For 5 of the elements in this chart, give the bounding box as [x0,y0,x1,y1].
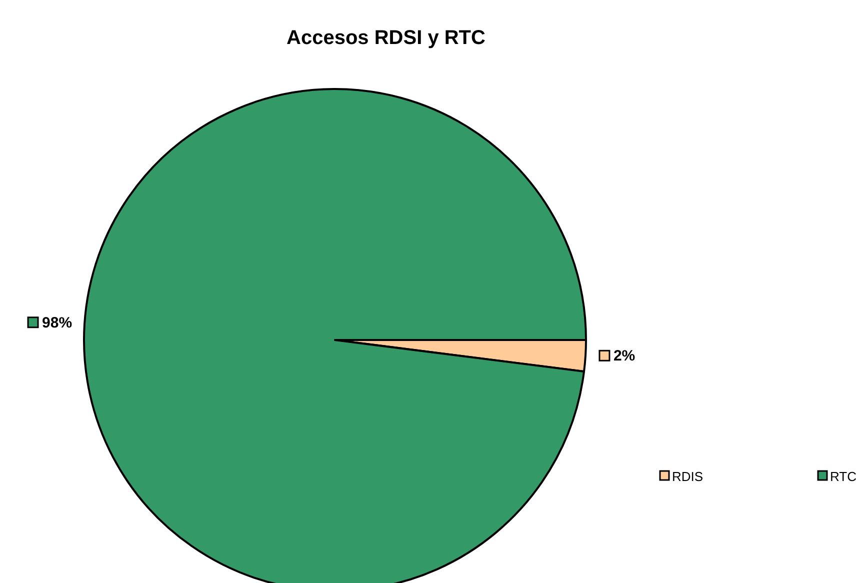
legend-label: RDIS [672,469,704,484]
data-label: 2% [613,348,636,365]
chart-title: Accesos RDSI y RTC [286,27,486,49]
data-label: 98% [42,314,72,332]
legend-label: RTC [830,469,856,484]
